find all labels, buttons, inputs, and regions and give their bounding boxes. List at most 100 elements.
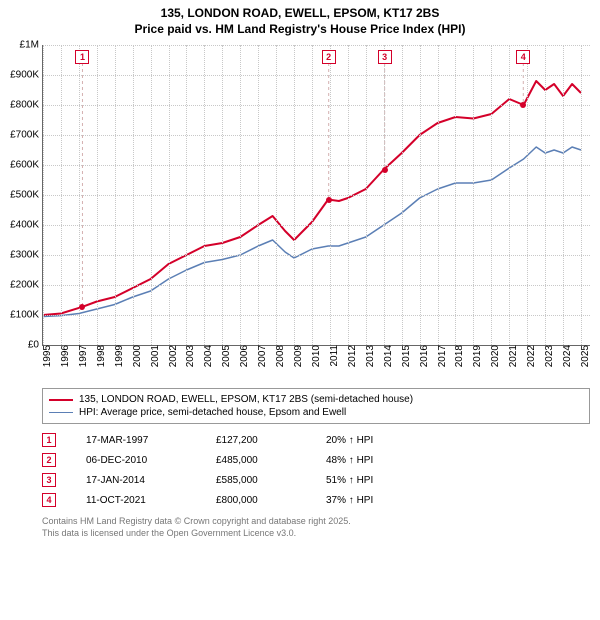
chart-container: 135, LONDON ROAD, EWELL, EPSOM, KT17 2BS… [0,0,600,540]
gridline-v [455,45,456,345]
x-tick-label: 2019 [469,345,483,367]
sales-row-marker: 4 [42,493,56,507]
gridline-v [438,45,439,345]
gridline-v [276,45,277,345]
x-tick-label: 1997 [75,345,89,367]
sales-row-price: £585,000 [216,475,296,486]
x-tick-label: 2024 [559,345,573,367]
x-tick-label: 2000 [129,345,143,367]
gridline-h [43,105,590,106]
y-tick-label: £200K [10,280,43,291]
gridline-v [151,45,152,345]
x-tick-label: 2020 [487,345,501,367]
x-tick-label: 2013 [362,345,376,367]
sales-row-price: £485,000 [216,455,296,466]
legend-row: 135, LONDON ROAD, EWELL, EPSOM, KT17 2BS… [49,393,583,406]
x-tick-label: 2025 [577,345,591,367]
sales-row-date: 11-OCT-2021 [86,495,186,506]
y-tick-label: £800K [10,100,43,111]
x-tick-label: 2007 [254,345,268,367]
gridline-v [527,45,528,345]
sales-row-price: £127,200 [216,435,296,446]
gridline-v [294,45,295,345]
gridline-v [79,45,80,345]
legend-label: HPI: Average price, semi-detached house,… [79,407,346,418]
sale-marker-box: 1 [75,50,89,64]
sales-row: 2 06-DEC-2010 £485,000 48% ↑ HPI [42,450,590,470]
x-tick-label: 2015 [398,345,412,367]
sale-marker-box: 4 [516,50,530,64]
x-tick-label: 2023 [541,345,555,367]
gridline-h [43,45,590,46]
sales-row-marker: 1 [42,433,56,447]
x-tick-label: 2022 [523,345,537,367]
y-tick-label: £900K [10,70,43,81]
y-tick-label: £400K [10,220,43,231]
sales-row: 117-MAR-1997£127,20020% ↑ HPI [42,430,590,450]
gridline-v [204,45,205,345]
x-tick-label: 2009 [290,345,304,367]
sale-point [520,102,526,108]
gridline-v [43,45,44,345]
x-tick-label: 2006 [236,345,250,367]
sales-row: 3 17-JAN-2014 £585,000 51% ↑ HPI [42,470,590,490]
x-tick-label: 2017 [434,345,448,367]
sales-row-marker: 2 [42,453,56,467]
x-tick-label: 2002 [165,345,179,367]
x-tick-label: 1995 [39,345,53,367]
sales-row-price: £800,000 [216,495,296,506]
sale-marker-box: 3 [378,50,392,64]
gridline-v [330,45,331,345]
sales-row-delta: 48% ↑ HPI [326,455,416,466]
gridline-h [43,285,590,286]
gridline-h [43,255,590,256]
footer-line2: This data is licensed under the Open Gov… [42,528,590,540]
x-tick-label: 2018 [451,345,465,367]
gridline-v [491,45,492,345]
gridline-h [43,195,590,196]
sales-row-date: 06-DEC-2010 [86,455,186,466]
x-tick-label: 2016 [416,345,430,367]
gridline-v [420,45,421,345]
sales-row-date: 17-JAN-2014 [86,475,186,486]
sales-row-delta: 20% ↑ HPI [326,435,416,446]
gridline-v [169,45,170,345]
gridline-v [133,45,134,345]
sale-point [79,304,85,310]
x-tick-label: 1998 [93,345,107,367]
gridline-h [43,135,590,136]
x-tick-label: 2004 [200,345,214,367]
y-tick-label: £1M [20,40,43,51]
plot-area: £0£100K£200K£300K£400K£500K£600K£700K£80… [42,45,590,346]
gridline-v [581,45,582,345]
gridline-v [402,45,403,345]
gridline-h [43,315,590,316]
sales-row-marker: 3 [42,473,56,487]
x-tick-label: 1999 [111,345,125,367]
legend: 135, LONDON ROAD, EWELL, EPSOM, KT17 2BS… [42,388,590,424]
gridline-h [43,165,590,166]
footer-line1: Contains HM Land Registry data © Crown c… [42,516,590,528]
y-tick-label: £300K [10,250,43,261]
gridline-v [115,45,116,345]
gridline-v [348,45,349,345]
x-tick-label: 2005 [218,345,232,367]
y-tick-label: £100K [10,310,43,321]
y-tick-label: £500K [10,190,43,201]
gridline-h [43,75,590,76]
gridline-v [509,45,510,345]
x-tick-label: 2010 [308,345,322,367]
footer-attribution: Contains HM Land Registry data © Crown c… [42,516,590,539]
gridline-h [43,225,590,226]
gridline-v [312,45,313,345]
gridline-v [563,45,564,345]
gridline-v [258,45,259,345]
legend-swatch [49,399,73,401]
sale-marker-box: 2 [322,50,336,64]
y-tick-label: £600K [10,160,43,171]
title-address: 135, LONDON ROAD, EWELL, EPSOM, KT17 2BS [0,6,600,22]
x-tick-label: 2011 [326,345,340,367]
sales-row-delta: 51% ↑ HPI [326,475,416,486]
legend-row: HPI: Average price, semi-detached house,… [49,406,583,419]
x-tick-label: 2014 [380,345,394,367]
